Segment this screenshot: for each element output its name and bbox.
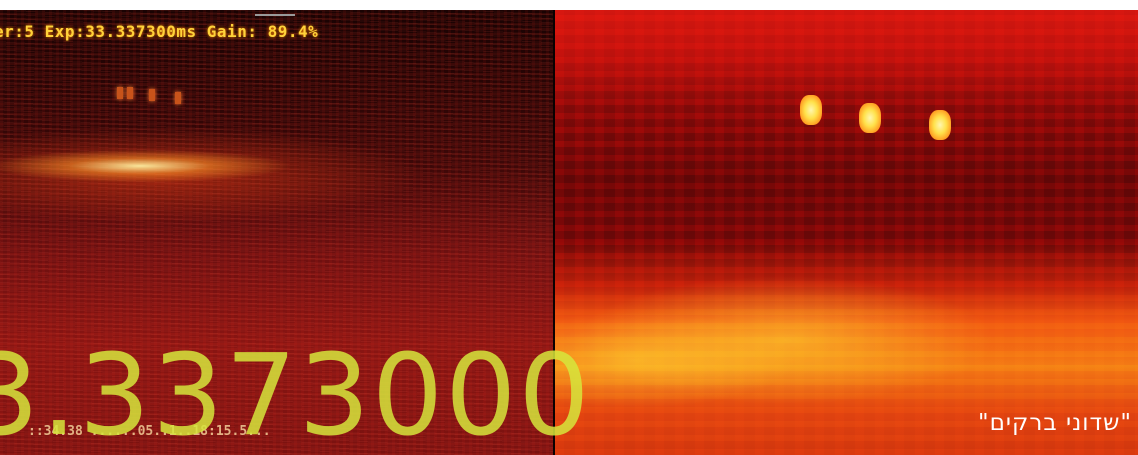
hud-cursor-mark xyxy=(255,14,295,16)
exposure-overlay-number: 3.3373000 xyxy=(0,331,592,455)
camera-hud-readout: er:5 Exp:33.337300ms Gain: 89.4% xyxy=(0,22,319,41)
right-enhanced-frame xyxy=(555,10,1138,455)
sprite-glows-small xyxy=(113,83,193,105)
sprite-glow xyxy=(800,95,822,125)
left-frame-noise xyxy=(0,10,554,455)
caption-text: "שדוני ברקים" xyxy=(978,410,1132,436)
sprite-glow xyxy=(175,92,181,104)
sprite-glow xyxy=(149,89,155,101)
sprite-glow xyxy=(127,87,133,99)
sprite-glow xyxy=(929,110,951,140)
right-frame-noise xyxy=(555,10,1138,455)
timestamp-strip: ::34.38 ......05..1..18:15.5... xyxy=(28,424,271,439)
left-camera-frame: er:5 Exp:33.337300ms Gain: 89.4% xyxy=(0,10,554,455)
top-border xyxy=(0,0,1138,10)
sprite-glow xyxy=(859,103,881,133)
panel-divider xyxy=(553,10,555,455)
sprite-glow xyxy=(117,87,123,99)
